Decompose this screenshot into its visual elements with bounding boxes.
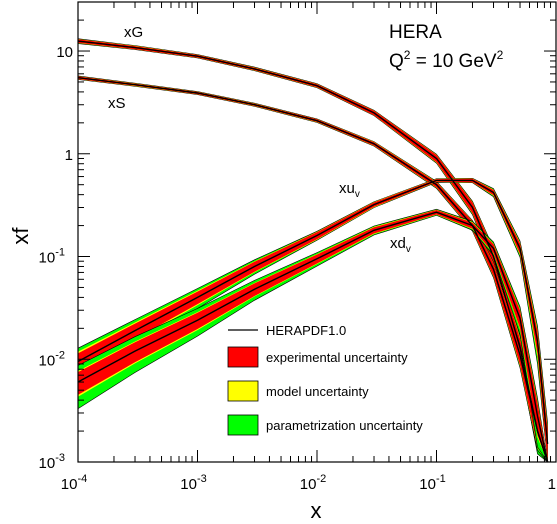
- series-label-xdv: xdv: [390, 235, 411, 255]
- chart-title-q2: Q2 = 10 GeV2: [389, 48, 504, 72]
- y-tick-label-base: 1: [65, 147, 73, 164]
- y-tick-label: 10-2: [39, 349, 65, 369]
- x-axis-label: x: [311, 498, 322, 523]
- chart-title-hera: HERA: [389, 22, 442, 43]
- y-tick-label-exp: -3: [55, 452, 65, 464]
- series-label-sub: v: [355, 189, 360, 200]
- y-tick-label-exp: -1: [55, 247, 65, 259]
- series-label-main: xG: [124, 24, 143, 41]
- xs-model-band: [78, 76, 548, 462]
- x-tick-label-base: 10: [180, 476, 197, 493]
- y-tick-label-base: 10: [39, 455, 56, 472]
- axis-ticks: [77, 1, 557, 463]
- y-tick-label: 10-3: [39, 452, 65, 472]
- chart-title-q-value: = 10 GeV: [410, 51, 496, 72]
- y-tick-label-base: 10: [56, 44, 73, 61]
- x-tick-label: 10-4: [61, 473, 87, 493]
- x-tick-label-exp: -3: [197, 473, 207, 485]
- series-label-xuv: xuv: [339, 180, 360, 200]
- legend-label-experimental: experimental uncertainty: [266, 350, 408, 365]
- y-tick-label-base: 10: [39, 352, 56, 369]
- x-tick-label-exp: -2: [316, 473, 326, 485]
- y-axis-label: xf: [8, 227, 33, 245]
- y-tick-label-exp: -2: [55, 349, 65, 361]
- xs-central-curve: [77, 77, 549, 463]
- xs-parametrization-band: [77, 75, 548, 463]
- series-label-sub: v: [406, 244, 411, 255]
- legend-box-model: [227, 380, 259, 402]
- legend-label-parametrization: parametrization uncertainty: [266, 418, 423, 433]
- xuv-central-curve: [77, 179, 549, 444]
- chart-title-unit-exp: 2: [497, 48, 504, 62]
- xg-parametrization-band: [77, 38, 549, 463]
- x-tick-label-base: 1: [548, 476, 556, 493]
- chart-title-q-exp: 2: [404, 48, 411, 62]
- xdv-central-curve: [77, 211, 549, 463]
- xg-central-curve: [77, 40, 549, 463]
- series-label-xg: xG: [124, 24, 143, 41]
- x-tick-label-base: 10: [300, 476, 317, 493]
- series-label-xs: xS: [108, 95, 126, 112]
- series-label-main: xu: [339, 180, 355, 197]
- central-curves: [77, 40, 549, 463]
- legend-box-experimental: [227, 346, 259, 368]
- x-tick-label: 10-3: [180, 473, 206, 493]
- x-tick-label: 10-2: [300, 473, 326, 493]
- y-tick-label: 1: [65, 147, 73, 164]
- x-tick-label-exp: -1: [436, 473, 446, 485]
- legend-label-central: HERAPDF1.0: [266, 323, 346, 338]
- y-tick-label: 10: [56, 44, 73, 61]
- legend: HERAPDF1.0 experimental uncertainty mode…: [227, 323, 423, 436]
- legend-box-parametrization: [227, 414, 259, 436]
- x-tick-label: 1: [548, 476, 556, 493]
- chart-title-q: Q: [389, 51, 404, 72]
- xs-experimental-band: [78, 76, 548, 463]
- legend-label-model: model uncertainty: [266, 384, 369, 399]
- x-tick-label-base: 10: [61, 476, 78, 493]
- y-tick-label: 10-1: [39, 247, 65, 267]
- series-label-main: xS: [108, 95, 126, 112]
- x-tick-label-exp: -4: [77, 473, 87, 485]
- series-label-main: xd: [390, 235, 406, 252]
- x-tick-label-base: 10: [419, 476, 436, 493]
- y-tick-label-base: 10: [39, 250, 56, 267]
- x-tick-label: 10-1: [419, 473, 445, 493]
